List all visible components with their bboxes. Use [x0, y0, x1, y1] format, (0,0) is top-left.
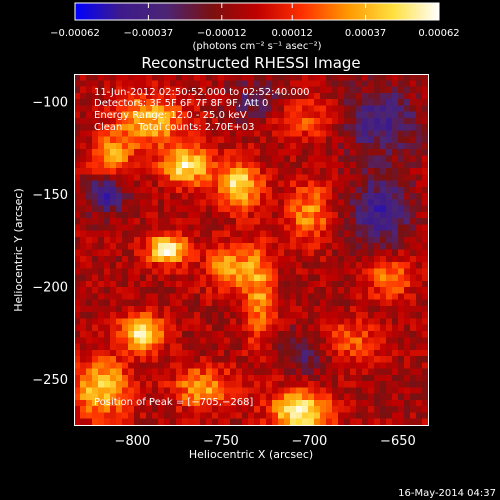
colorbar-unit-label: (photons cm⁻² s⁻¹ asec⁻²) — [192, 41, 321, 52]
x-tick-label: −650 — [380, 434, 416, 449]
x-axis-label: Heliocentric X (arcsec) — [189, 448, 313, 461]
y-tick-label: −200 — [32, 280, 68, 295]
x-tick-label: −750 — [203, 434, 239, 449]
annotation-peak-position: Position of Peak = [−705,−268] — [94, 397, 254, 408]
y-tick-label: −150 — [32, 188, 68, 203]
y-tick-label: −250 — [32, 373, 68, 388]
annotation-time-range: 11-Jun-2012 02:50:52.000 to 02:52:40.000 — [94, 87, 310, 98]
footer-timestamp: 16-May-2014 04:37 — [398, 488, 496, 499]
y-tick-label: −100 — [32, 96, 68, 111]
colorbar-tick-label: 0.00012 — [272, 28, 313, 39]
annotation-energy-range: Energy Range: 12.0 - 25.0 keV — [94, 110, 247, 121]
y-axis-label: Heliocentric Y (arcsec) — [12, 188, 25, 312]
x-tick-label: −700 — [292, 434, 328, 449]
colorbar-tick-label: −0.00037 — [124, 28, 174, 39]
colorbar-tick-label: 0.00062 — [418, 28, 459, 39]
colorbar-tick-label: −0.00062 — [50, 28, 100, 39]
colorbar — [74, 2, 440, 21]
annotation-detectors: Detectors: 3F 5F 6F 7F 8F 9F, Att 0 — [94, 98, 269, 109]
chart-title: Reconstructed RHESSI Image — [141, 54, 360, 72]
colorbar-ticks: −0.00062 −0.00037 −0.00012 0.00012 0.00037 0.… — [50, 3, 460, 39]
x-tick-label: −800 — [115, 434, 151, 449]
colorbar-tick-label: 0.00037 — [345, 28, 386, 39]
annotation-clean-counts: Clean Total counts: 2.70E+03 — [94, 122, 255, 133]
colorbar-tick-label: −0.00012 — [197, 28, 247, 39]
